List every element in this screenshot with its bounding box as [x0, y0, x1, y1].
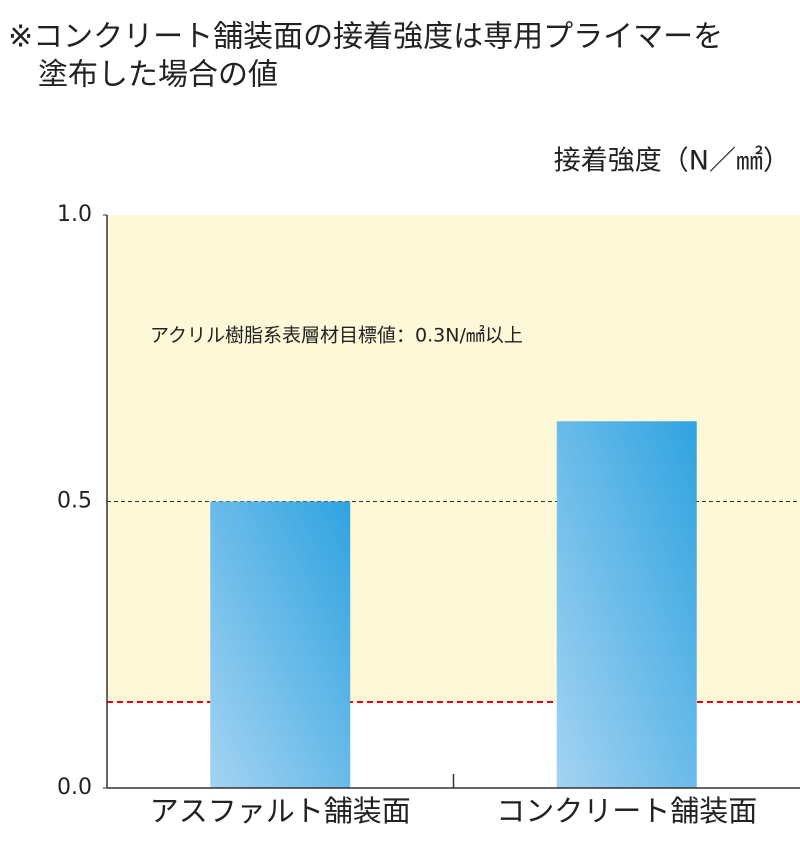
y-tick-label: 0.0 [57, 775, 92, 800]
chart-title: ※コンクリート舗装面の接着強度は専用プライマーを [8, 20, 723, 55]
y-tick-label: 1.0 [57, 202, 92, 227]
bar [210, 501, 351, 788]
bar [556, 421, 697, 788]
x-tick-label: アスファルト舗装面 [150, 794, 411, 828]
y-tick-label: 0.5 [57, 489, 92, 514]
annotation: アクリル樹脂系表層材目標値：0.3N/㎟以上 [150, 324, 523, 347]
y-axis-label: 接着強度（N／㎟） [554, 146, 790, 177]
chart-title: 塗布した場合の値 [38, 58, 278, 93]
x-tick-label: コンクリート舗装面 [496, 794, 757, 828]
